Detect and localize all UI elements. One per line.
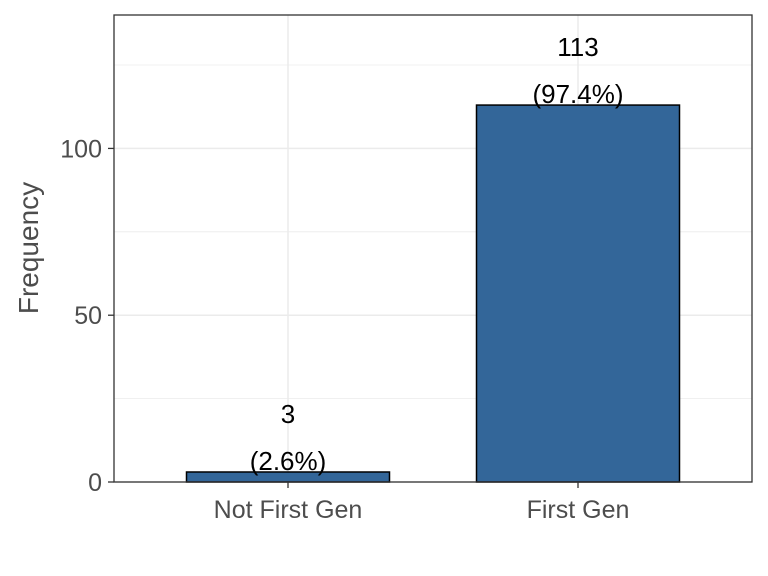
x-tick-label: Not First Gen (214, 496, 363, 524)
y-axis-title: Frequency (13, 182, 44, 314)
y-tick-label: 100 (60, 135, 102, 163)
x-tick-label: First Gen (527, 496, 630, 524)
y-tick-label: 0 (88, 469, 102, 497)
bar-count-label: 113 (557, 32, 598, 62)
bar (475, 104, 681, 483)
bar-percent-label: (2.6%) (250, 446, 327, 476)
bars (185, 104, 681, 483)
bar-count-label: 3 (281, 399, 295, 429)
panel-border (113, 14, 753, 483)
bar-percent-label: (97.4%) (532, 79, 623, 109)
data-labels: 3 (2.6%) 113 (97.4%) (250, 32, 624, 476)
axes: 0 50 100 Not First Gen First Gen (60, 135, 629, 524)
y-tick-label: 50 (74, 302, 102, 330)
